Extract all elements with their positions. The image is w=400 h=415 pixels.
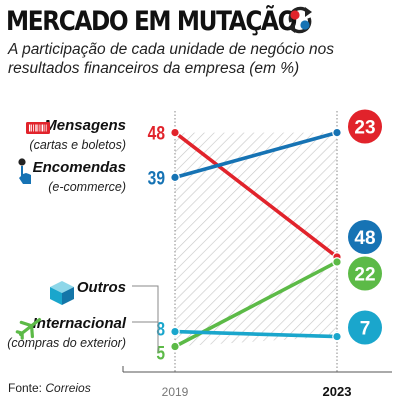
point-2019-encomendas [170,172,180,183]
point-2023-outros [332,257,342,267]
legend-note-encomendas: (e-commerce) [48,180,126,194]
point-2023-internacional [332,331,342,342]
airplane-icon [15,318,42,340]
value-label-2023-encomendas: 48 [354,228,375,249]
source-note: Fonte: Correios [8,381,91,395]
source-name: Correios [45,381,91,395]
tick-label-2019: 2019 [162,385,189,399]
value-bubble-outros [348,256,382,291]
leader-line-internacional [132,321,159,329]
barcode-icon-stripe [41,124,43,132]
value-label-2019-encomendas: 39 [148,167,166,189]
value-label-2019-internacional: 8 [156,318,165,340]
legend-label-outros: Outros [77,279,126,296]
value-label-2023-outros: 22 [354,265,375,286]
barcode-icon-stripe [33,124,34,132]
point-2019-outros [170,341,180,352]
tick-label-2023: 2023 [323,384,352,399]
package-box-icon-left [50,287,62,305]
pointer-hand-icon [18,158,31,184]
point-2019-mensagens [170,127,180,138]
value-label-2019-outros: 5 [156,342,165,364]
barcode-icon [26,122,50,134]
chart-subtitle: A participação de cada unidade de negóci… [8,41,335,77]
value-label-2023-internacional: 7 [360,319,371,340]
legend-label-internacional: Internacional [33,315,127,332]
airplane-icon-shape [15,318,42,340]
cycle-arrows-icon [288,6,312,34]
legend-label-encomendas: Encomendas [33,159,126,176]
pointer-hand-icon-hand [19,166,31,184]
value-label-2019-mensagens: 48 [148,122,166,144]
series-line-mensagens [173,130,339,259]
series-line-internacional [173,329,339,339]
barcode-icon-stripe [45,124,47,132]
point-2019-internacional [170,326,180,337]
source-label: Fonte: [8,381,43,395]
package-box-icon [50,281,74,305]
value-bubble-internacional [348,310,382,345]
barcode-icon-stripe [31,124,32,132]
barcode-icon-stripe [37,124,39,132]
point-2023-encomendas [332,127,342,138]
legend-note-mensagens: (cartas e boletos) [29,138,126,152]
barcode-icon-stripe [35,124,37,132]
hatched-area [175,132,337,347]
leader-line-outros [132,285,159,353]
barcode-icon-stripe [29,124,31,132]
barcode-icon-stripe [39,124,41,132]
value-bubble-mensagens [348,109,382,144]
legend-note-internacional: (compras do exterior) [7,336,126,350]
chart-title: MERCADO EM MUTAÇÃO [6,5,297,37]
title-row: MERCADO EM MUTAÇÃO [6,4,343,38]
value-label-2023-mensagens: 23 [354,118,375,139]
pointer-hand-icon-dot [18,158,26,166]
package-box-icon-right [62,287,74,305]
value-bubble-encomendas [348,220,382,254]
series-line-encomendas [173,130,339,180]
barcode-icon-stripe [43,124,45,132]
legend-label-mensagens: Mensagens [44,117,126,134]
